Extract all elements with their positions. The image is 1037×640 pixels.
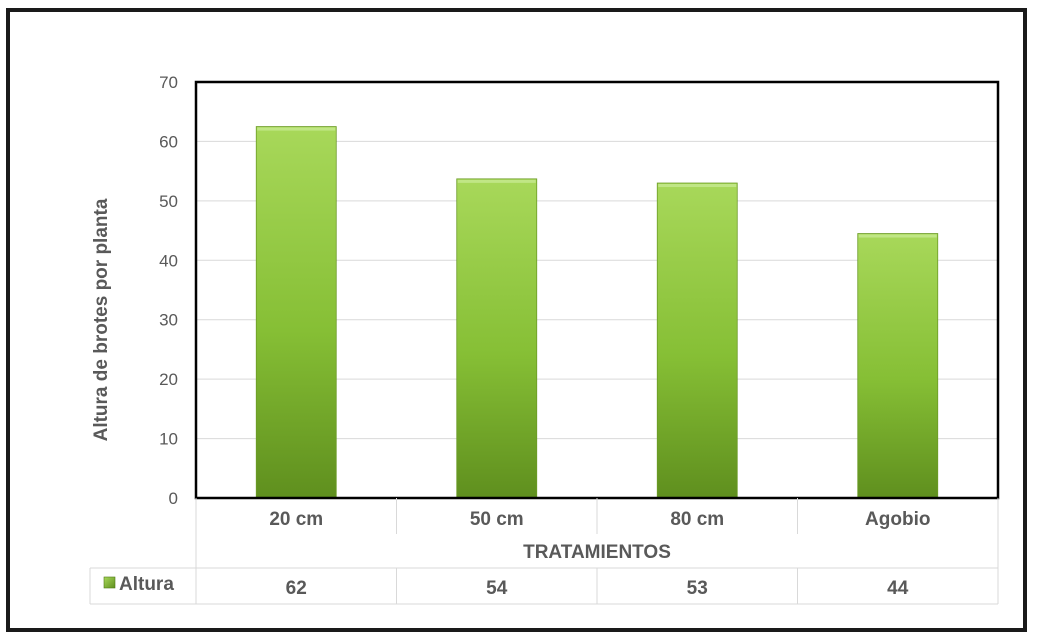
bar-highlight	[457, 179, 536, 183]
x-category-label: 80 cm	[670, 509, 724, 530]
y-tick-label: 70	[159, 73, 178, 92]
bar-highlight	[658, 184, 737, 188]
legend-series-name: Altura	[119, 574, 174, 595]
y-tick-label: 10	[159, 430, 178, 449]
bar	[857, 233, 939, 499]
legend-swatch	[103, 576, 116, 589]
bar	[456, 178, 538, 499]
x-category-label: Agobio	[865, 509, 930, 530]
table-value: 53	[687, 578, 708, 599]
x-axis-label: TRATAMIENTOS	[523, 542, 671, 563]
table-value: 62	[286, 578, 307, 599]
y-tick-label: 30	[159, 311, 178, 330]
bar-highlight	[858, 234, 937, 238]
y-axis-label: Altura de brotes por planta	[91, 198, 112, 441]
bar-highlight	[257, 127, 336, 131]
table-value: 54	[486, 578, 508, 599]
table-value: 44	[887, 578, 909, 599]
y-tick-label: 50	[159, 192, 178, 211]
y-axis-ticks: 0 10 20 30 40 50 60 70	[159, 73, 178, 508]
bar	[656, 182, 738, 499]
x-category-label: 20 cm	[269, 509, 323, 530]
data-table: 20 cm 62 50 cm 54 80 cm 53 Agobio 44	[89, 498, 999, 605]
bars	[255, 126, 939, 499]
y-tick-label: 60	[159, 132, 178, 151]
y-tick-label: 0	[169, 489, 178, 508]
x-category-label: 50 cm	[470, 509, 524, 530]
y-tick-label: 40	[159, 251, 178, 270]
bar	[255, 126, 337, 499]
y-tick-label: 20	[159, 370, 178, 389]
